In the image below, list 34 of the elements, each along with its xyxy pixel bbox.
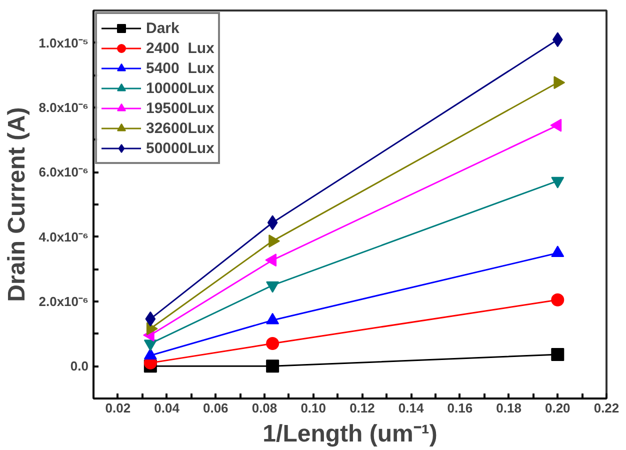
x-tick-label: 0.20 [544, 400, 570, 416]
point [267, 215, 278, 230]
y-tick-label: 2.0x10⁻⁶ [38, 294, 89, 309]
legend-label: 2400 Lux [146, 38, 214, 58]
x-tick-label: 0.22 [594, 400, 620, 416]
point [266, 337, 280, 350]
x-tick-label: 0.16 [447, 400, 473, 416]
legend-label: 19500Lux [146, 98, 214, 118]
y-axis-title: Drain Current (A) [4, 107, 31, 302]
point [145, 311, 156, 326]
point [551, 176, 564, 188]
y-tick-label: 4.0x10⁻⁶ [38, 229, 89, 244]
y-tick-label: 1.0x10⁻⁵ [38, 35, 89, 50]
x-tick-label: 0.04 [154, 400, 180, 416]
point [551, 293, 564, 306]
x-tick-label: 0.18 [496, 400, 522, 416]
y-tick-label: 0.0 [70, 358, 89, 374]
x-tick-label: 0.10 [300, 400, 326, 416]
legend-label: 10000Lux [146, 78, 214, 98]
y-tick-label: 6.0x10⁻⁶ [38, 164, 89, 180]
legend-label: 50000Lux [146, 138, 214, 158]
x-axis-title: 1/Length (um⁻¹) [262, 420, 438, 448]
x-tick-label: 0.02 [105, 400, 131, 416]
x-tick-label: 0.06 [202, 400, 228, 416]
x-tick-label: 0.08 [252, 400, 278, 416]
x-tick-label: 0.12 [350, 400, 375, 416]
y-tick-label: 8.0x10⁻⁶ [38, 100, 89, 115]
legend-label: 32600Lux [146, 118, 214, 138]
point [552, 32, 563, 48]
point [266, 360, 280, 373]
x-tick-label: 0.14 [398, 400, 424, 416]
point [551, 348, 564, 362]
legend-label: 5400 Lux [146, 58, 214, 78]
legend-label: Dark [146, 18, 180, 38]
